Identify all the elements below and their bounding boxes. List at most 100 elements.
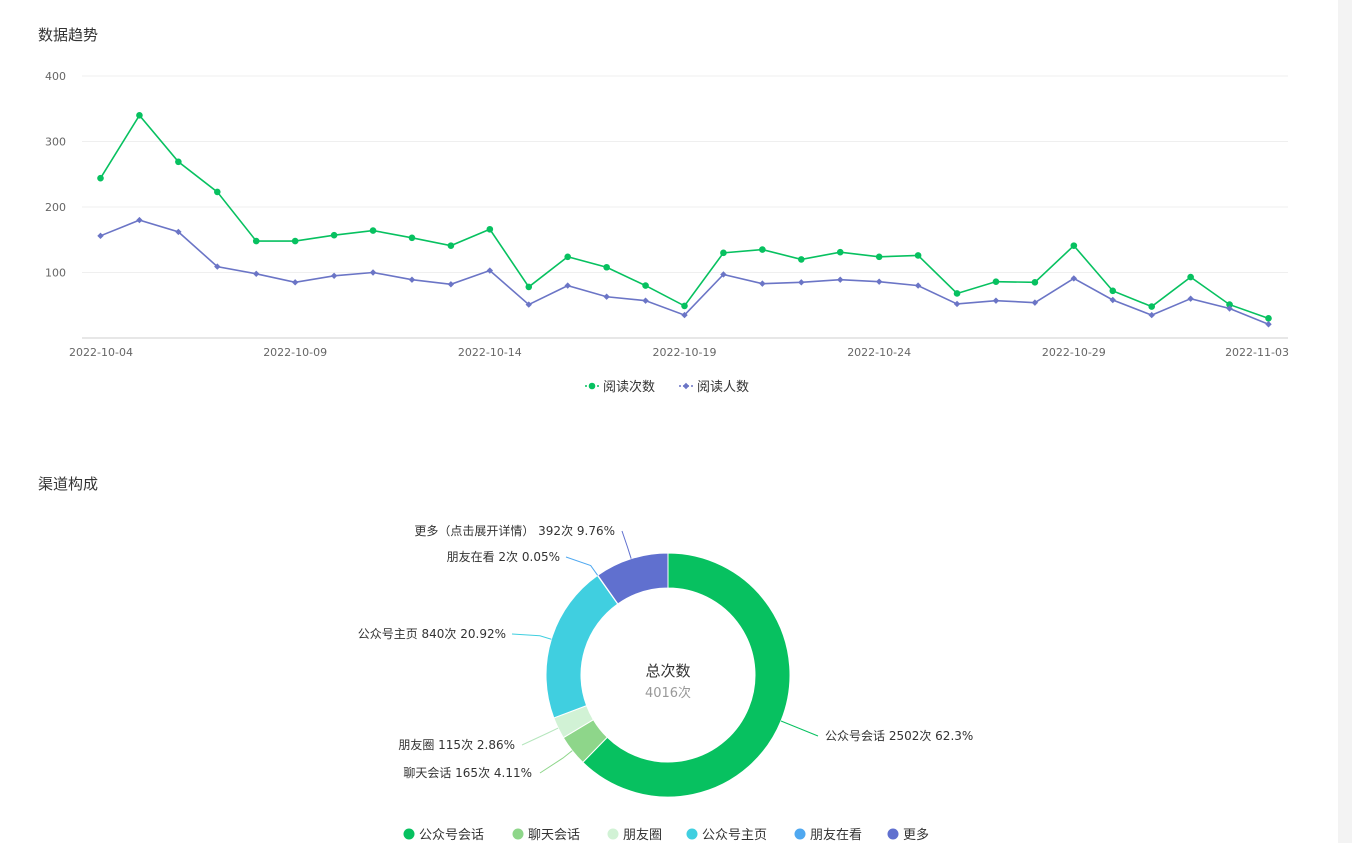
pie-legend-label: 朋友圈 [623, 827, 662, 843]
data-point-readers[interactable] [837, 276, 844, 283]
pie-legend-marker [512, 828, 524, 840]
x-tick-label: 2022-10-29 [1042, 346, 1106, 359]
pie-legend-item-4[interactable]: 公众号主页 [686, 828, 768, 843]
scrollbar-track[interactable] [1338, 0, 1352, 843]
x-tick-label: 2022-10-14 [458, 346, 522, 359]
data-point-reads[interactable] [564, 253, 571, 261]
data-point-readers[interactable] [1148, 311, 1155, 319]
channel-section-title: 渠道构成 [38, 475, 99, 493]
data-point-readers[interactable] [759, 280, 766, 287]
data-point-readers[interactable] [330, 272, 338, 279]
data-point-reads[interactable] [1187, 273, 1194, 281]
legend-label: 阅读人数 [697, 380, 749, 395]
data-point-reads[interactable] [330, 231, 338, 239]
pie-legend-item-3[interactable]: 朋友圈 [607, 827, 663, 843]
data-point-reads[interactable] [914, 252, 922, 259]
data-point-reads[interactable] [642, 282, 649, 289]
data-point-readers[interactable] [914, 282, 922, 289]
data-point-reads[interactable] [136, 112, 143, 119]
data-point-reads[interactable] [992, 278, 1000, 285]
legend-item-2[interactable]: 阅读人数 [679, 380, 749, 395]
data-point-readers[interactable] [97, 232, 104, 240]
x-tick-label: 2022-10-19 [653, 346, 717, 359]
pie-label-leader [621, 530, 632, 559]
data-point-readers[interactable] [1031, 299, 1039, 306]
data-point-reads[interactable] [408, 234, 416, 242]
pie-slice-6[interactable] [597, 552, 669, 605]
data-point-reads[interactable] [1070, 242, 1078, 249]
data-point-reads[interactable] [953, 290, 961, 297]
data-point-readers[interactable] [214, 263, 221, 270]
legend-label: 阅读次数 [603, 379, 655, 395]
data-point-readers[interactable] [136, 216, 143, 224]
data-point-readers[interactable] [720, 271, 727, 278]
data-point-reads[interactable] [836, 248, 844, 256]
data-point-reads[interactable] [1265, 315, 1272, 322]
data-point-readers[interactable] [447, 281, 455, 288]
data-point-reads[interactable] [875, 253, 883, 261]
data-point-readers[interactable] [992, 297, 1000, 304]
pie-slice-label: 公众号会话 2502次 62.3% [825, 729, 973, 743]
data-point-reads[interactable] [1226, 301, 1233, 308]
data-point-readers[interactable] [642, 297, 649, 304]
data-point-readers[interactable] [369, 269, 377, 276]
data-point-reads[interactable] [252, 237, 260, 245]
donut-center-value: 4016次 [645, 685, 691, 701]
data-point-readers[interactable] [525, 301, 532, 308]
data-point-reads[interactable] [97, 174, 104, 182]
pie-legend-item-1[interactable]: 公众号会话 [403, 828, 485, 843]
trend-line-chart: 100 200 300 400 2022-10-04 2022-10-09 2022-10-… [45, 70, 1289, 395]
data-point-reads[interactable] [798, 256, 805, 263]
pie-legend-marker [686, 828, 698, 840]
pie-label-leader [521, 727, 559, 746]
pie-legend-item-2[interactable]: 聊天会话 [512, 828, 581, 843]
legend-marker [588, 382, 596, 390]
data-point-reads[interactable] [681, 302, 688, 310]
data-point-readers[interactable] [681, 311, 688, 319]
pie-slice-4[interactable] [545, 574, 619, 719]
data-point-reads[interactable] [175, 158, 182, 166]
data-point-reads[interactable] [759, 246, 766, 253]
data-point-readers[interactable] [1187, 295, 1194, 302]
data-point-readers[interactable] [1070, 275, 1078, 282]
data-point-readers[interactable] [953, 300, 961, 308]
data-point-reads[interactable] [1148, 303, 1155, 310]
data-point-reads[interactable] [525, 283, 533, 291]
legend-marker [682, 382, 690, 390]
y-tick-label: 200 [45, 201, 66, 214]
pie-legend-item-5[interactable]: 朋友在看 [794, 827, 863, 843]
pie-slice-1[interactable] [582, 552, 791, 798]
pie-slice-label: 聊天会话 165次 4.11% [403, 766, 532, 780]
legend-item-1[interactable]: 阅读次数 [585, 379, 655, 395]
data-point-reads[interactable] [486, 225, 494, 233]
pie-legend-item-6[interactable]: 更多 [887, 827, 930, 843]
data-point-reads[interactable] [720, 249, 727, 257]
data-point-readers[interactable] [564, 282, 571, 289]
pie-slice-label: 朋友圈 115次 2.86% [398, 738, 515, 752]
data-point-reads[interactable] [1109, 287, 1117, 295]
data-point-readers[interactable] [603, 293, 610, 300]
data-point-readers[interactable] [875, 278, 883, 285]
pie-slice-label[interactable]: 更多（点击展开详情） 392次 9.76% [414, 523, 615, 538]
data-point-readers[interactable] [1109, 296, 1116, 304]
data-point-reads[interactable] [369, 227, 377, 234]
y-tick-label: 400 [45, 70, 66, 83]
data-point-reads[interactable] [1031, 279, 1039, 286]
data-point-readers[interactable] [291, 279, 299, 286]
data-point-readers[interactable] [1265, 321, 1272, 328]
pie-slice-label: 公众号主页 840次 20.92% [358, 627, 506, 641]
data-point-readers[interactable] [486, 267, 494, 274]
data-point-reads[interactable] [291, 237, 299, 245]
data-point-reads[interactable] [603, 263, 610, 271]
data-point-reads[interactable] [214, 188, 221, 196]
pie-legend-marker [403, 828, 415, 840]
y-tick-label: 100 [45, 267, 66, 280]
data-point-readers[interactable] [175, 228, 182, 236]
data-point-readers[interactable] [798, 279, 805, 286]
data-point-reads[interactable] [447, 242, 455, 249]
data-point-readers[interactable] [408, 276, 416, 283]
data-point-readers[interactable] [253, 270, 260, 278]
pie-label-leader [780, 720, 819, 737]
data-point-readers[interactable] [1226, 305, 1233, 312]
